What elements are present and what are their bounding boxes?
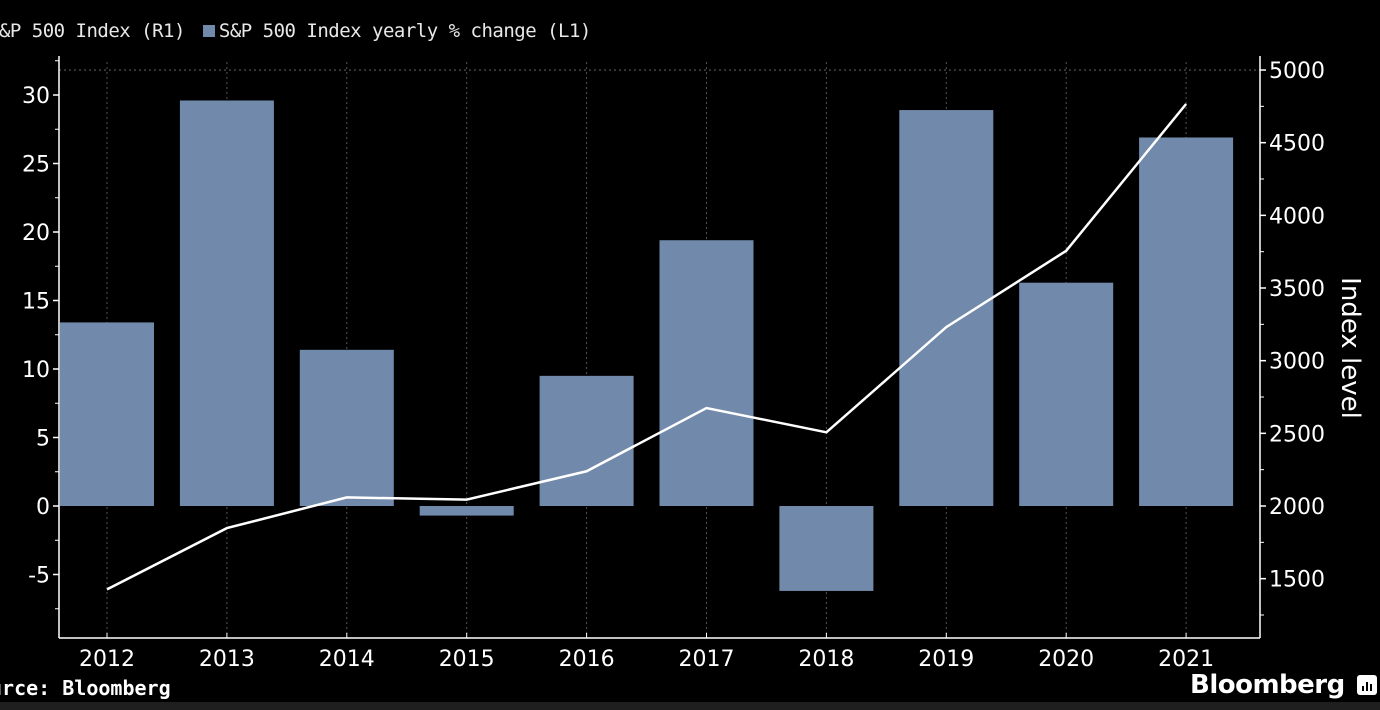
left-tick-label: 0 [36,495,50,520]
legend-bar-label: S&P 500 Index yearly % change (L1) [218,20,591,42]
left-tick-label: 25 [22,153,50,178]
left-tick-label: -5 [28,564,50,589]
left-tick-label: 30 [22,84,50,109]
x-tick-label: 2013 [199,647,255,672]
left-tick-label: 5 [36,427,50,452]
bar-2012 [60,322,154,506]
bloomberg-logo: Bloomberg [1190,670,1377,700]
right-axis-label: Index level [1335,277,1365,419]
right-tick-label: 4500 [1269,132,1325,157]
x-tick-label: 2020 [1038,647,1094,672]
x-tick-label: 2015 [439,647,495,672]
right-tick-label: 1500 [1269,568,1325,593]
left-tick-label: 15 [22,290,50,315]
x-tick-label: 2012 [79,647,135,672]
legend-line-label: S&P 500 Index (R1) [0,20,185,42]
bar-2013 [179,100,274,506]
bar-2021 [1139,137,1234,506]
bar-2019 [899,110,994,506]
right-tick-label: 2500 [1269,422,1325,447]
right-tick-label: 3500 [1269,277,1325,302]
x-tick-label: 2014 [319,647,375,672]
bar-2020 [1019,282,1114,506]
bar-2014 [299,349,394,506]
right-tick-label: 5000 [1269,59,1325,84]
legend: S&P 500 Index (R1) S&P 500 Index yearly … [0,20,591,42]
logo-text: Bloomberg [1190,670,1345,700]
x-tick-label: 2017 [679,647,735,672]
legend-bar-swatch [202,25,215,37]
x-tick-label: 2019 [918,647,974,672]
x-tick-label: 2016 [559,647,615,672]
index-line [106,103,1188,591]
right-tick-label: 3000 [1269,350,1325,375]
source-note: urce: Bloomberg [0,676,171,700]
x-tick-label: 2018 [798,647,854,672]
bar-2016 [539,375,634,506]
bar-2018 [779,506,874,591]
bar-2017 [659,240,754,506]
bloomberg-chart-icon [1356,675,1377,695]
left-tick-label: 20 [22,221,50,246]
bottom-strip [0,702,1380,710]
bar-2015 [419,506,514,516]
right-tick-label: 4000 [1269,204,1325,229]
x-tick-label: 2021 [1158,647,1214,672]
right-tick-label: 2000 [1269,495,1325,520]
left-tick-label: 10 [22,358,50,383]
